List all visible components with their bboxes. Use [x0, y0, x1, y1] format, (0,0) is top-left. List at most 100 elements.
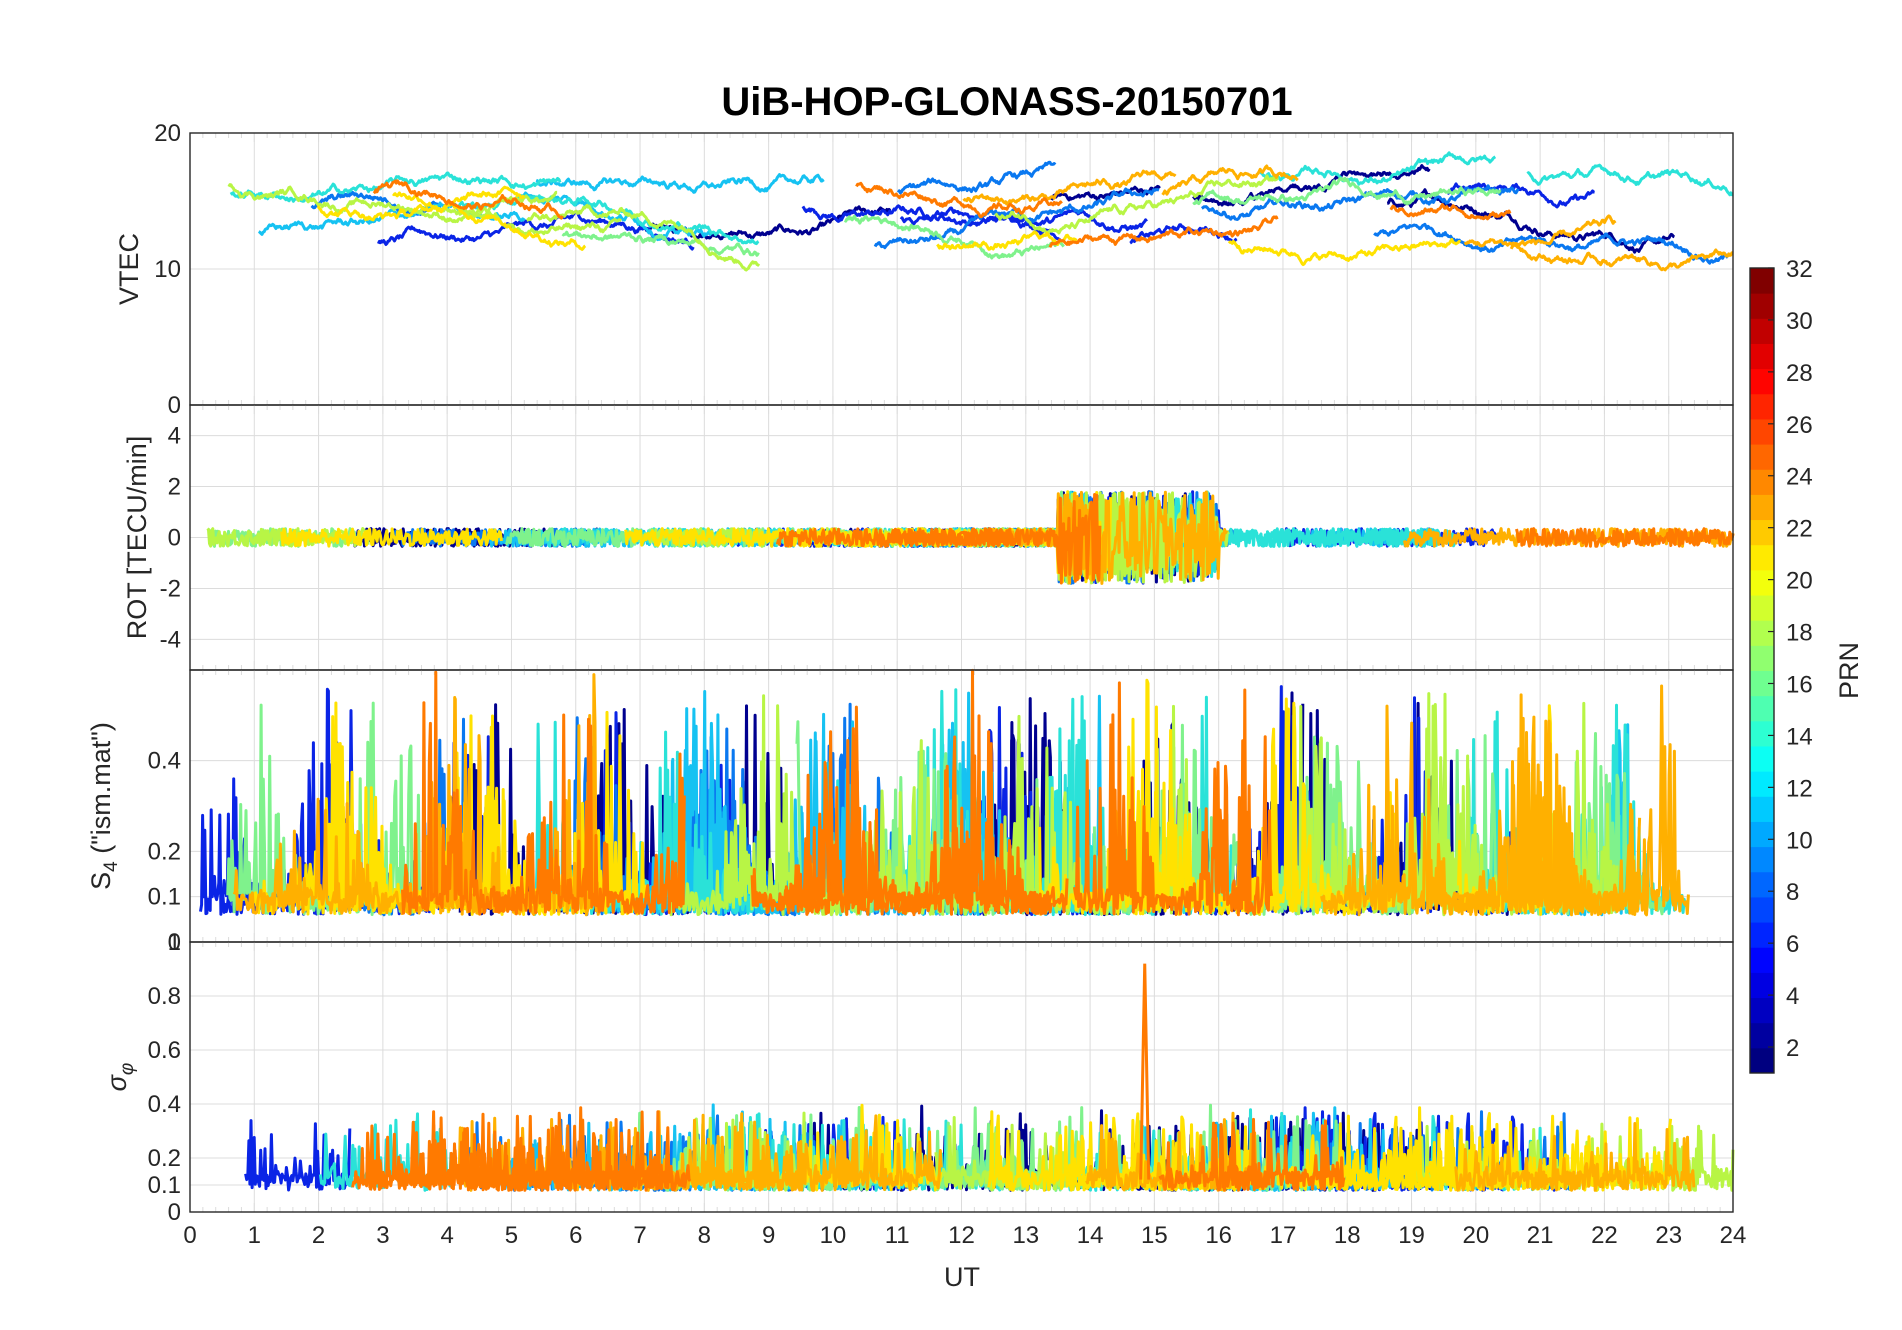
- colorbar-frame: [1749, 267, 1775, 1074]
- colorbar-label: PRN: [1834, 642, 1864, 699]
- series-prn-20: [936, 230, 1078, 251]
- series-prn-20: [392, 185, 526, 214]
- colorbar-band: [1750, 720, 1774, 747]
- series-prn-24: [1158, 1121, 1271, 1192]
- colorbar-tick-label: 14: [1786, 723, 1813, 750]
- series-prn-2: [1050, 184, 1161, 202]
- x-tick-label: 11: [885, 1222, 910, 1249]
- panel-sigma-series: [244, 963, 1735, 1192]
- panel-sigma-yticks: 00.10.20.40.60.81: [148, 929, 181, 1226]
- colorbar-band: [1750, 444, 1774, 470]
- colorbar-tick-label: 12: [1786, 775, 1813, 802]
- panel-sigma: 00.10.20.40.60.81 σφ: [102, 929, 1735, 1226]
- y-tick-label: -2: [160, 575, 181, 602]
- colorbar-band: [1750, 293, 1774, 319]
- colorbar-band: [1750, 846, 1774, 873]
- panel-rot: -4 -2 0 2 4 ROT [TECU/min]: [122, 404, 1735, 671]
- panel-rot-ylabel: ROT [TECU/min]: [122, 436, 152, 640]
- colorbar-band: [1750, 645, 1774, 671]
- y-tick-label: 0: [168, 525, 181, 552]
- colorbar-tick-label: 20: [1786, 568, 1813, 595]
- colorbar-band: [1750, 620, 1774, 646]
- y-tick-label: 0.1: [148, 884, 181, 911]
- colorbar-band: [1750, 695, 1774, 722]
- x-tick-label: 8: [698, 1222, 711, 1249]
- series-prn-5: [1447, 182, 1595, 209]
- y-tick-label: 0.4: [148, 748, 181, 775]
- y-tick-label: 2: [168, 474, 181, 501]
- x-tick-label: 1: [248, 1222, 261, 1249]
- colorbar-band: [1750, 922, 1774, 948]
- x-tick-label: 22: [1591, 1222, 1618, 1249]
- colorbar-tick-label: 8: [1786, 879, 1799, 906]
- colorbar-band: [1750, 418, 1774, 445]
- x-tick-label: 2: [312, 1222, 325, 1249]
- series-prn-24: [425, 1110, 594, 1192]
- colorbar-band: [1750, 268, 1774, 294]
- colorbar-band: [1750, 318, 1774, 344]
- x-tick-label: 19: [1398, 1222, 1425, 1249]
- colorbar-tick-label: 22: [1786, 516, 1813, 543]
- series-prn-24: [372, 179, 564, 220]
- x-tick-label: 24: [1720, 1222, 1747, 1249]
- panel-s4: 0 0.1 0.2 0.4 S4 ("ism.mat"): [86, 668, 1734, 956]
- x-tick-label: 16: [1205, 1222, 1232, 1249]
- colorbar-tick-label: 2: [1786, 1035, 1799, 1062]
- x-tick-label: 5: [505, 1222, 518, 1249]
- x-tick-label: 7: [633, 1222, 646, 1249]
- series-prn-15: [843, 214, 1065, 260]
- colorbar-band: [1750, 871, 1774, 898]
- series-prn-22: [1454, 1122, 1696, 1192]
- y-tick-label: 0.2: [148, 838, 181, 865]
- series-prn-8: [1200, 184, 1520, 221]
- colorbar-band: [1750, 494, 1774, 521]
- panel-vtec: 0 10 20 VTEC: [114, 120, 1734, 419]
- x-axis-label: UT: [944, 1262, 980, 1292]
- x-tick-label: 14: [1077, 1222, 1104, 1249]
- colorbar-band: [1750, 796, 1774, 822]
- colorbar-band: [1750, 343, 1774, 370]
- x-tick-label: 21: [1527, 1222, 1554, 1249]
- series-prn-17: [994, 174, 1280, 235]
- series-prn-24: [778, 668, 1069, 916]
- series-prn-24: [494, 713, 686, 915]
- colorbar-tick-label: 18: [1786, 620, 1813, 647]
- panel-s4-series: [199, 668, 1690, 917]
- colorbar-band: [1750, 997, 1774, 1024]
- series-prn-13: [1526, 163, 1734, 197]
- y-tick-label: 0.6: [148, 1037, 181, 1064]
- y-tick-label: 4: [168, 423, 181, 450]
- series-prn-15: [1192, 176, 1502, 206]
- colorbar-band: [1750, 469, 1774, 495]
- series-prn-24: [775, 527, 1015, 548]
- panel-sigma-axes: [189, 941, 1734, 1213]
- series-prn-11: [535, 173, 825, 194]
- x-tick-label: 12: [948, 1222, 975, 1249]
- series-prn-24: [855, 181, 1063, 219]
- series-prn-8: [896, 160, 1057, 195]
- series-prn-13: [229, 171, 562, 203]
- x-tick-label: 10: [820, 1222, 847, 1249]
- colorbar-band: [1750, 771, 1774, 797]
- colorbar-band: [1750, 1047, 1774, 1074]
- y-tick-label: 1: [168, 929, 181, 956]
- y-tick-label: 0.8: [148, 983, 181, 1010]
- series-prn-22: [1463, 214, 1617, 248]
- colorbar-tick-label: 6: [1786, 931, 1799, 958]
- colorbar-tick-label: 32: [1786, 256, 1813, 283]
- y-tick-label: 0: [168, 929, 181, 956]
- colorbar-band: [1750, 947, 1774, 973]
- y-tick-label: 10: [154, 256, 181, 283]
- panel-vtec-ylabel: VTEC: [114, 233, 144, 305]
- x-tick-label: 6: [569, 1222, 582, 1249]
- series-prn-22: [1320, 704, 1605, 917]
- colorbar-band: [1750, 393, 1774, 420]
- y-tick-label: 20: [154, 120, 181, 147]
- series-prn-20: [1227, 238, 1462, 267]
- x-tick-label: 20: [1462, 1222, 1489, 1249]
- y-tick-label: 0.4: [148, 1091, 181, 1118]
- series-prn-17: [227, 183, 558, 224]
- series-prn-13: [1257, 151, 1497, 186]
